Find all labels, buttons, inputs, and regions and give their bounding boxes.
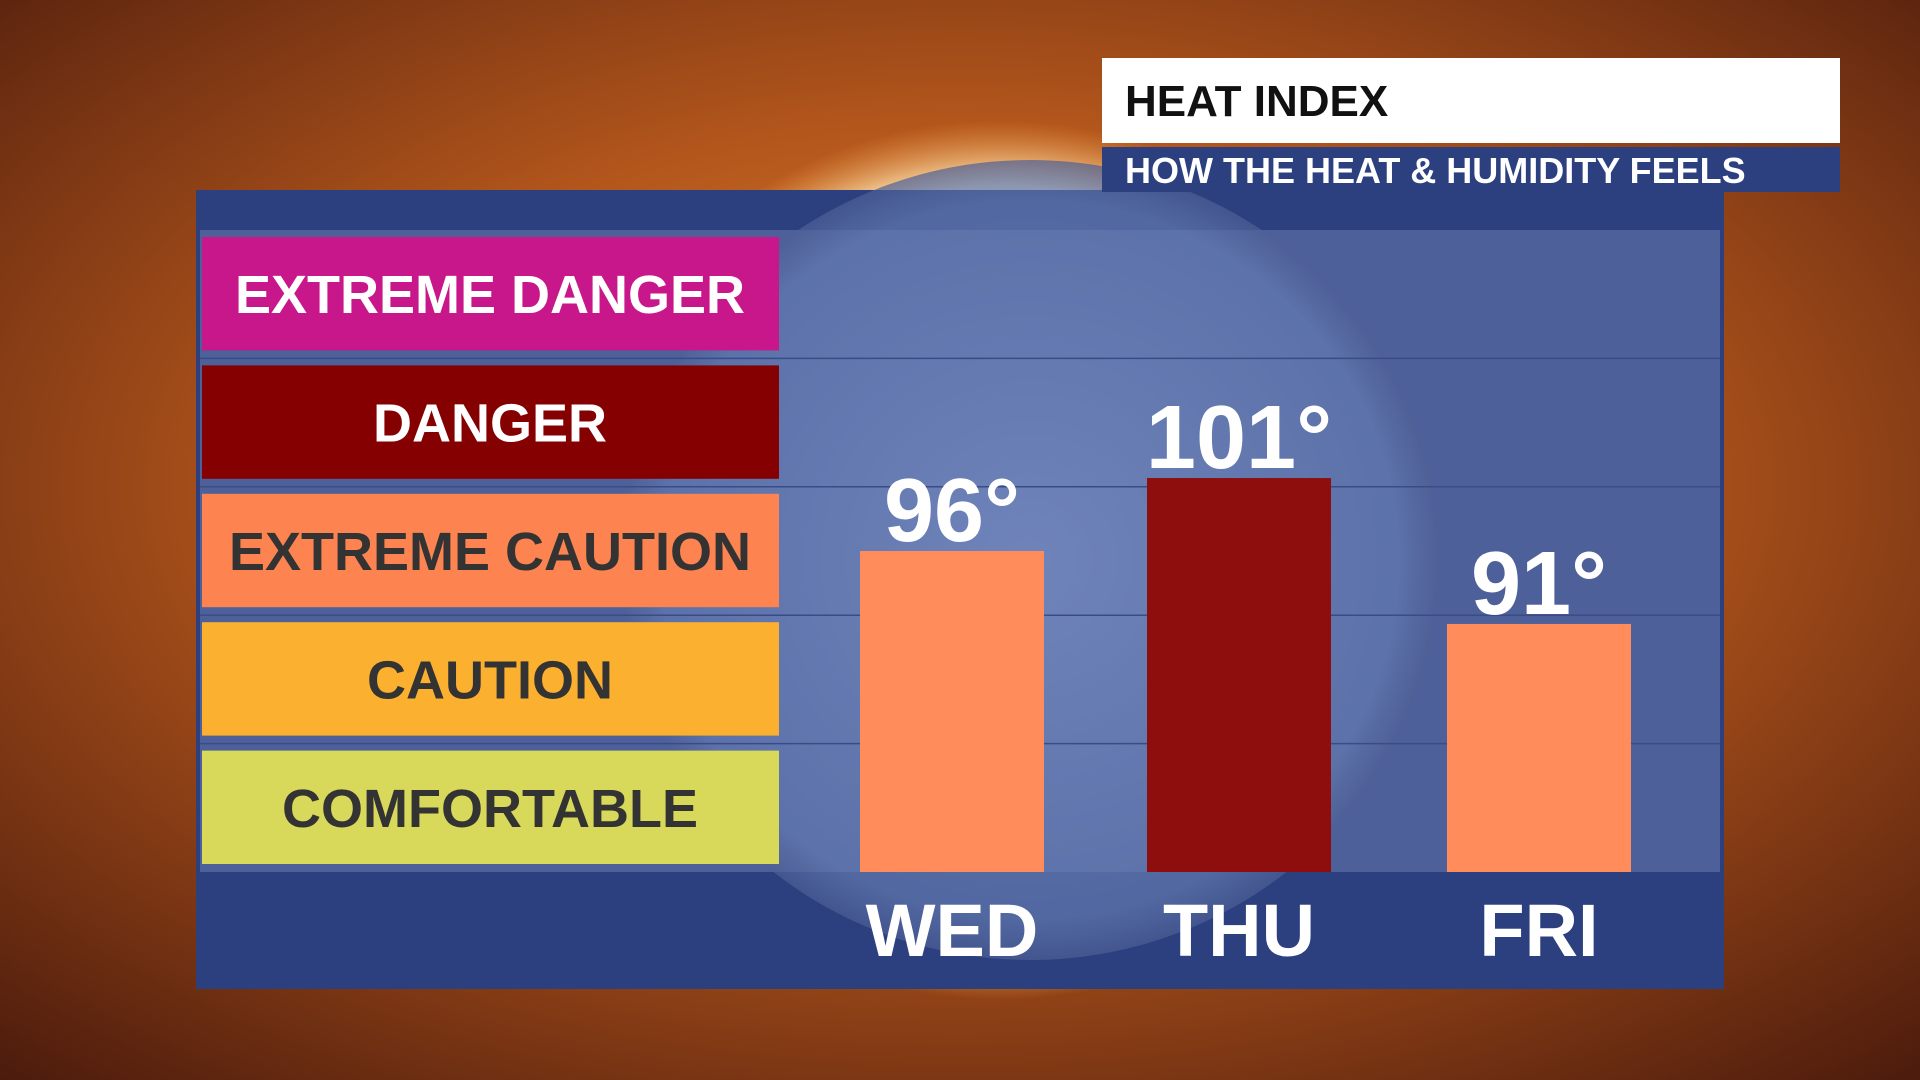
level-box (202, 750, 779, 864)
title-box (1102, 58, 1840, 143)
level-label: DANGER (373, 394, 607, 454)
value-label: 101° (1146, 388, 1332, 488)
value-label: 91° (1471, 534, 1607, 634)
level-box (202, 365, 779, 479)
value-label: 96° (884, 461, 1020, 561)
level-box (202, 493, 779, 608)
bar (1147, 478, 1331, 872)
level-label: CAUTION (367, 650, 613, 710)
x-tick-label: THU (1163, 889, 1315, 972)
level-label: EXTREME DANGER (235, 265, 745, 325)
level-label: EXTREME CAUTION (229, 522, 751, 582)
chart-subtitle: HOW THE HEAT & HUMIDITY FEELS (1125, 150, 1746, 191)
subtitle-box (1102, 147, 1840, 192)
bar (860, 551, 1044, 872)
plot: EXTREME DANGER DANGER EXTREME CAUTION CAUTI… (200, 237, 1720, 972)
x-tick-label: WED (866, 889, 1039, 972)
level-label: COMFORTABLE (282, 779, 698, 839)
level-box (202, 622, 779, 736)
level-box (202, 237, 779, 351)
chart-title: HEAT INDEX (1125, 77, 1388, 126)
bar (1447, 623, 1631, 872)
x-tick-label: FRI (1479, 889, 1598, 972)
